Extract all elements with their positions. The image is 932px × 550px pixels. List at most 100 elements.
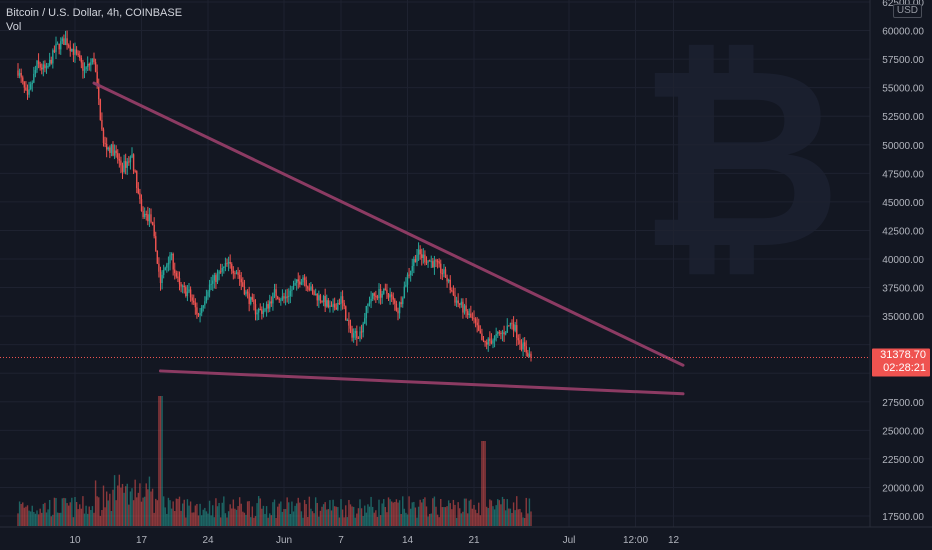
volume-bar bbox=[254, 516, 257, 526]
volume-bar bbox=[202, 509, 204, 526]
candle-body bbox=[243, 286, 246, 295]
candle-body bbox=[413, 259, 415, 267]
volume-bar bbox=[500, 504, 502, 526]
candle-body bbox=[485, 342, 488, 345]
candle-body bbox=[383, 288, 385, 294]
candle-body bbox=[394, 299, 396, 304]
volume-bar bbox=[232, 499, 235, 526]
candle-body bbox=[430, 261, 432, 263]
volume-bar bbox=[69, 502, 71, 526]
candle-body bbox=[405, 284, 407, 287]
volume-bar bbox=[227, 511, 230, 526]
candle-body bbox=[85, 67, 87, 70]
volume-bar bbox=[368, 506, 371, 526]
volume-bar bbox=[243, 512, 246, 526]
candle-body bbox=[204, 301, 206, 306]
candle-body bbox=[118, 159, 121, 161]
trendlines[interactable] bbox=[92, 81, 685, 396]
candle-body bbox=[48, 59, 51, 66]
candle-body bbox=[470, 313, 472, 318]
volume-bar bbox=[428, 513, 431, 526]
volume-bar bbox=[299, 502, 301, 526]
volume-bar bbox=[408, 496, 410, 526]
volume-bar bbox=[23, 507, 26, 526]
volume-bar bbox=[191, 512, 193, 526]
candle-body bbox=[432, 261, 434, 268]
volume-bar bbox=[384, 506, 387, 526]
volume-bar bbox=[476, 513, 478, 526]
volume-bar bbox=[257, 496, 260, 526]
time-tick-label: 12:00 bbox=[623, 535, 648, 546]
price-tick-label: 27500.00 bbox=[882, 398, 924, 409]
volume-bar bbox=[136, 497, 138, 526]
candle-body bbox=[169, 255, 171, 264]
symbol-title: Bitcoin / U.S. Dollar, 4h, COINBASE bbox=[6, 7, 183, 19]
time-axis[interactable]: 10 17 24 Jun 7 14 21 Jul 12:00 12 bbox=[0, 526, 932, 546]
volume-bar bbox=[36, 510, 38, 526]
volume-bar bbox=[63, 497, 65, 526]
candle-body bbox=[514, 325, 516, 331]
volume-bar bbox=[411, 502, 413, 526]
candle-body bbox=[219, 271, 222, 273]
volume-bar bbox=[432, 498, 434, 526]
chart-legend: Bitcoin / U.S. Dollar, 4h, COINBASE Vol bbox=[6, 6, 182, 34]
candle-body bbox=[75, 49, 78, 54]
candle-body bbox=[286, 296, 288, 298]
volume-bar bbox=[66, 503, 68, 526]
volume-indicator-label: Vol bbox=[6, 21, 22, 33]
volume-bar bbox=[82, 496, 84, 526]
volume-bar bbox=[416, 517, 418, 526]
candle-body bbox=[487, 338, 489, 345]
candle-body bbox=[446, 277, 448, 282]
candle-body bbox=[126, 161, 128, 168]
candle-body bbox=[55, 43, 57, 52]
candle-body bbox=[345, 306, 347, 321]
candle-body bbox=[291, 289, 293, 291]
volume-bar bbox=[371, 506, 374, 526]
volume-bar bbox=[318, 516, 320, 526]
volume-bar bbox=[460, 513, 463, 526]
volume-bar bbox=[208, 500, 211, 526]
volume-bar bbox=[490, 500, 493, 526]
currency-badge[interactable]: USD bbox=[892, 4, 922, 18]
candle-body bbox=[66, 38, 68, 46]
candle-body bbox=[473, 318, 475, 320]
candle-body bbox=[250, 297, 252, 304]
volume-bar bbox=[509, 508, 512, 526]
volume-bar bbox=[501, 496, 504, 526]
volume-bar bbox=[262, 505, 265, 526]
candle-body bbox=[151, 222, 154, 225]
volume-bar bbox=[224, 513, 227, 526]
candle-body bbox=[115, 150, 117, 154]
volume-bar bbox=[522, 517, 524, 526]
volume-bar bbox=[435, 506, 437, 526]
trendline-upper bbox=[92, 81, 685, 367]
candle-body bbox=[137, 188, 140, 194]
volume-bar bbox=[487, 508, 489, 526]
volume-bar bbox=[226, 517, 228, 526]
candle-body bbox=[427, 260, 429, 263]
volume-bar bbox=[186, 499, 189, 526]
candle-body bbox=[264, 308, 266, 311]
price-tick-label: 60000.00 bbox=[882, 27, 924, 38]
price-axis[interactable]: 17500.00 20000.00 22500.00 25000.00 27500.00… bbox=[869, 0, 930, 527]
volume-bar bbox=[142, 497, 144, 526]
last-price-tag-bg bbox=[872, 348, 930, 377]
time-tick-label: Jun bbox=[276, 535, 292, 546]
volume-bar bbox=[113, 475, 116, 526]
candle-body bbox=[257, 309, 260, 313]
candle-body bbox=[262, 310, 265, 314]
volume-bar bbox=[261, 508, 263, 526]
volume-bar bbox=[444, 507, 447, 526]
candle-body bbox=[210, 283, 212, 285]
candle-body bbox=[129, 157, 132, 163]
volume-bar bbox=[148, 476, 151, 526]
candle-body bbox=[294, 282, 296, 286]
volume-bar bbox=[343, 517, 345, 526]
volume-bar bbox=[443, 507, 445, 526]
candle-body bbox=[189, 289, 192, 298]
volume-bar bbox=[308, 496, 311, 526]
volume-bar bbox=[360, 508, 363, 526]
candle-body bbox=[425, 262, 428, 264]
